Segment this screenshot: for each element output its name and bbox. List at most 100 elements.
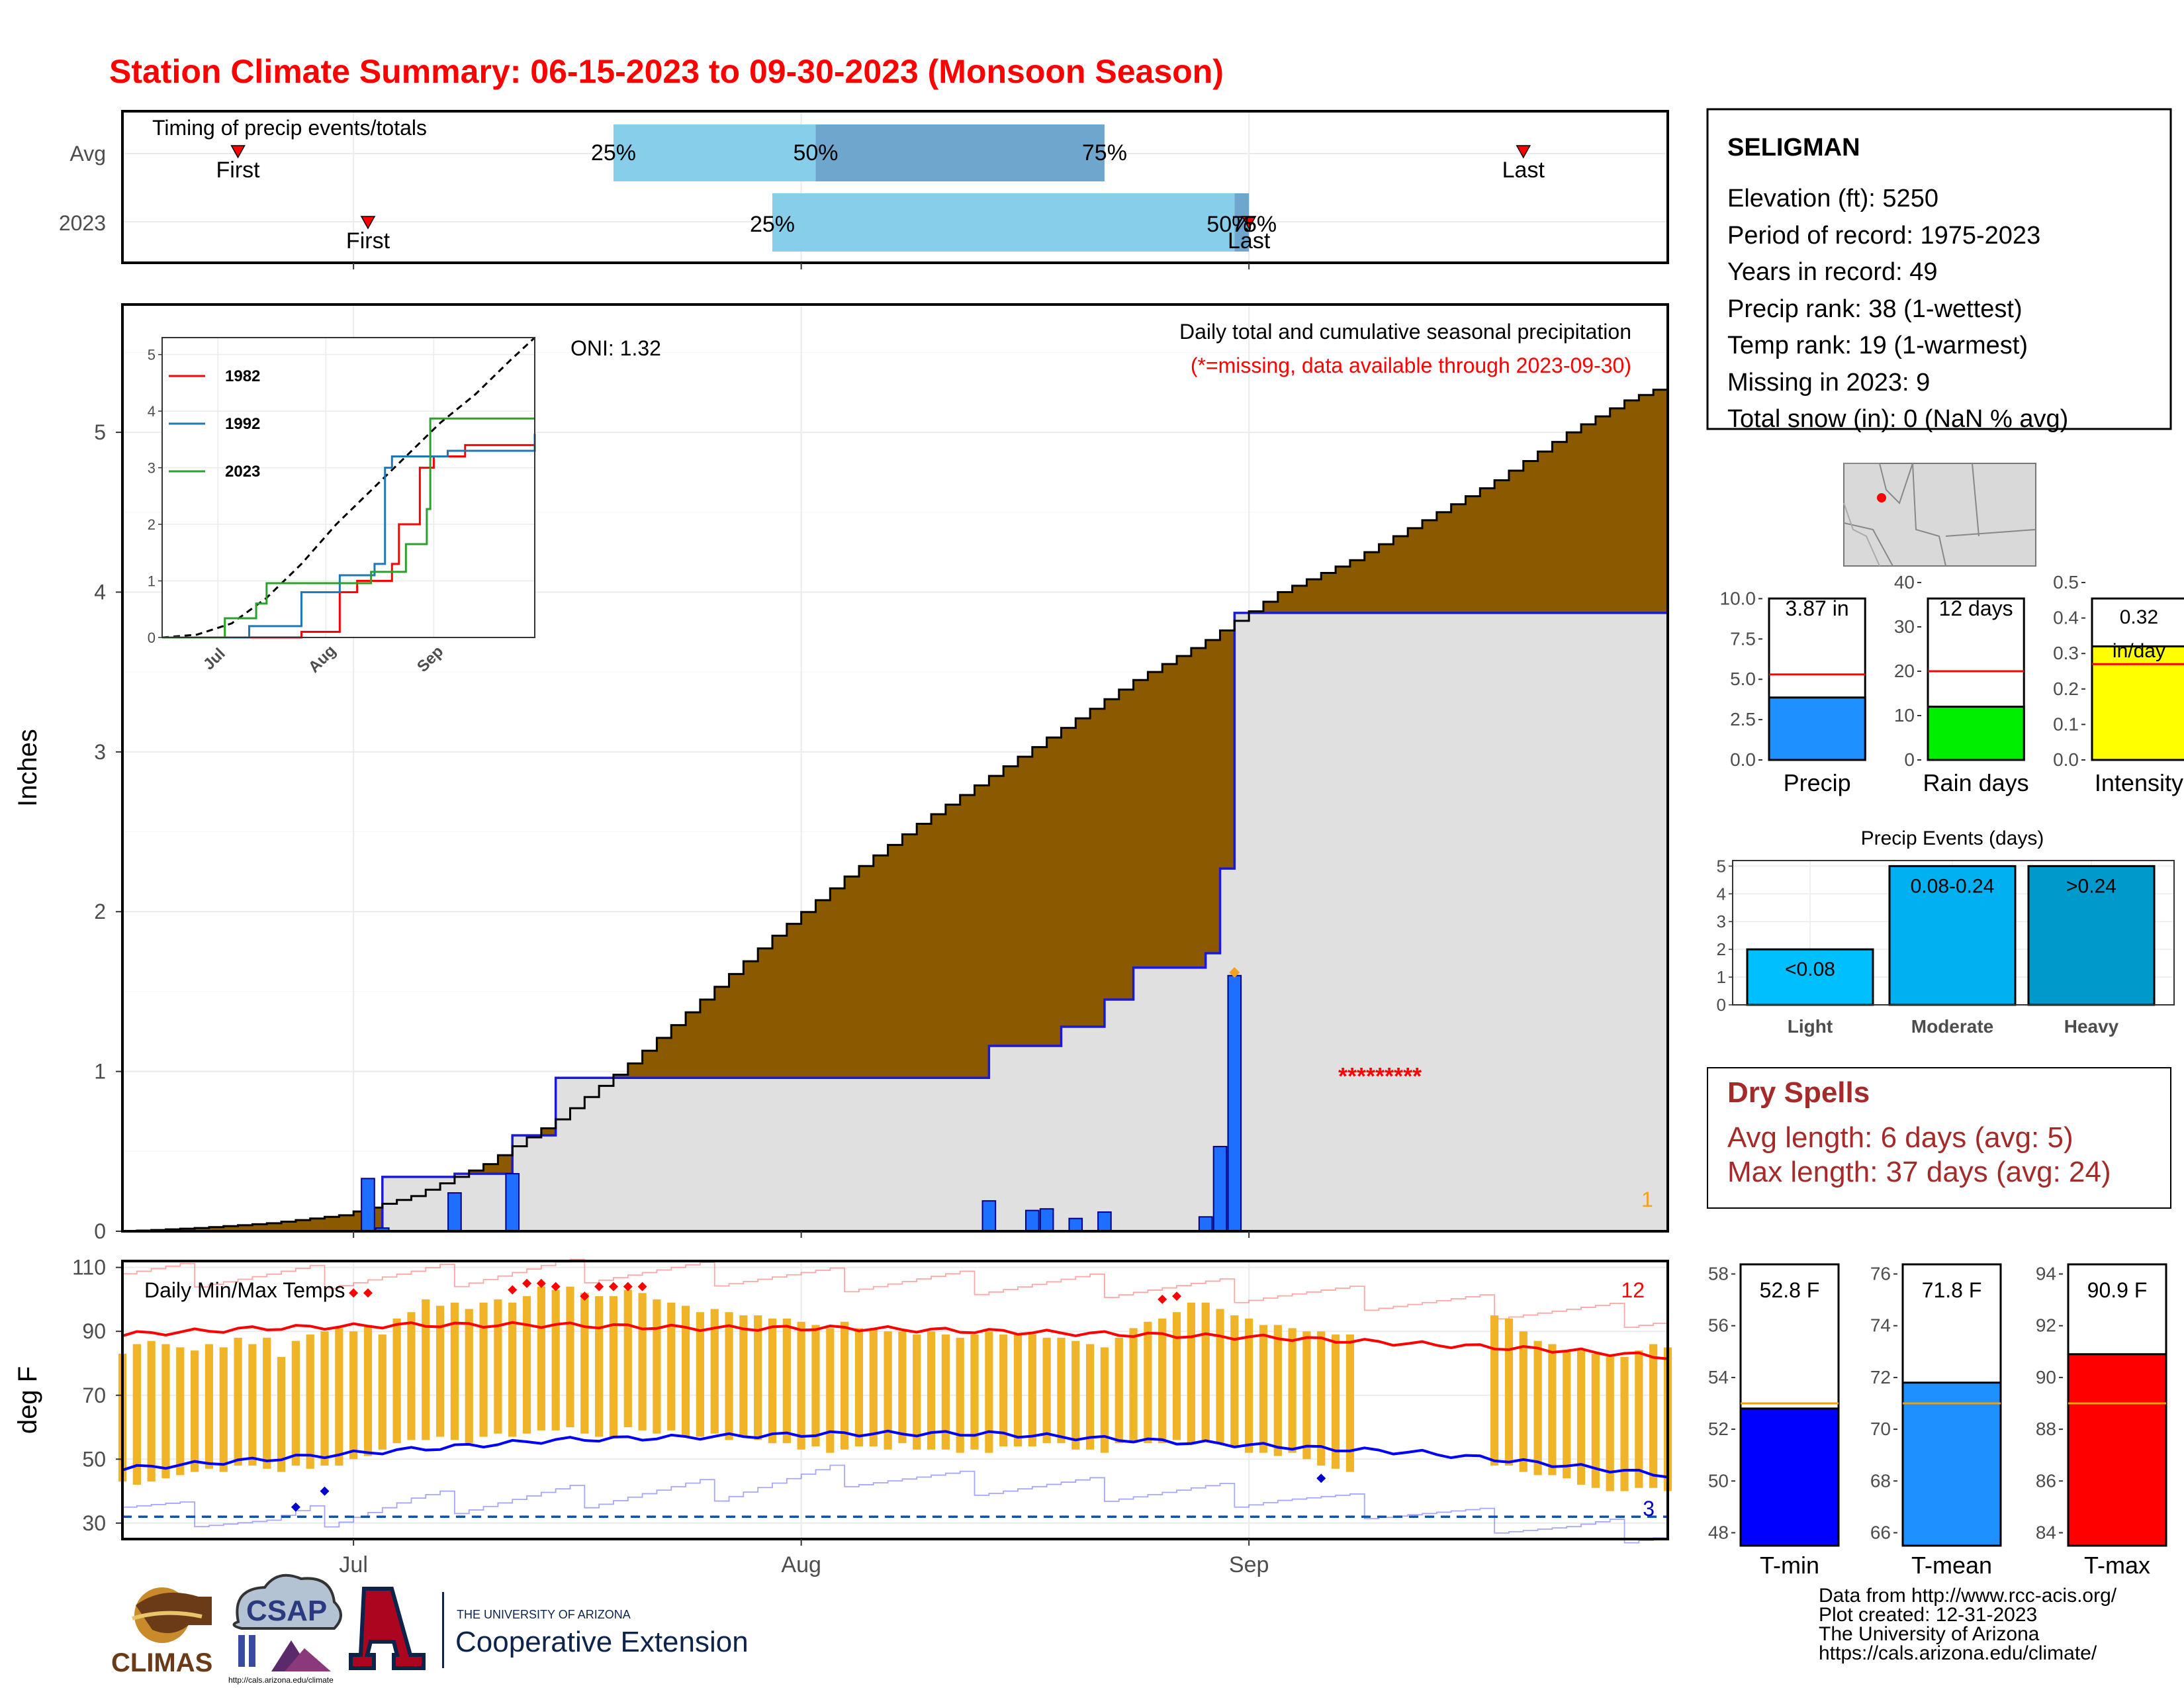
ua-name: THE UNIVERSITY OF ARIZONA <box>457 1608 631 1621</box>
temps-title: Daily Min/Max Temps <box>144 1278 345 1302</box>
daily-temp-bar <box>1057 1337 1066 1444</box>
station-location-dot <box>1877 493 1886 502</box>
station-elevation: Elevation (ft): 5250 <box>1727 185 1938 212</box>
daily-temp-bar <box>913 1335 921 1450</box>
daily-temp-bar <box>1331 1335 1340 1469</box>
inset-ytick: 3 <box>148 460 156 477</box>
avg-tmax-line <box>122 1321 1668 1360</box>
credit-university: The University of Arizona <box>1819 1623 2040 1645</box>
daily-temp-bar <box>465 1309 473 1444</box>
csap-logo-text: CSAP <box>246 1595 327 1627</box>
daily-temp-bar <box>1245 1318 1253 1453</box>
tempbar-ytick-1: 72 <box>1870 1367 1891 1387</box>
avg-last-label: Last <box>1502 158 1545 183</box>
tempbar-value-0: 52.8 F <box>1760 1278 1820 1302</box>
summary-ytick-0: 2.5 <box>1730 709 1756 729</box>
tempbar-value-2: 90.9 F <box>2087 1278 2148 1302</box>
avg-q75-label: 75% <box>1082 140 1127 165</box>
oni-label: ONI: 1.32 <box>570 336 661 360</box>
daily-temp-bar <box>1129 1328 1138 1444</box>
daily-temp-bar <box>841 1321 849 1450</box>
daily-temp-bar <box>1317 1331 1326 1466</box>
obs-q50-label: 50% <box>1206 212 1251 237</box>
events-ytick: 4 <box>1717 884 1726 904</box>
avg-tmin-line <box>122 1429 1668 1479</box>
daily-precip-bar <box>1198 1216 1213 1233</box>
daily-precip-bar <box>1212 1146 1228 1233</box>
record-low-marker <box>320 1486 330 1496</box>
daily-temp-bar <box>1576 1350 1586 1485</box>
daily-temp-bar <box>1288 1328 1297 1453</box>
avg-first-marker <box>230 145 246 159</box>
temps-ylabel: deg F <box>13 1366 42 1434</box>
avg-q50-label: 50% <box>793 140 838 165</box>
daily-temp-bar <box>1013 1335 1023 1446</box>
daily-temp-bar <box>1100 1347 1109 1453</box>
events-title: Precip Events (days) <box>1861 827 2044 849</box>
daily-temp-bar <box>363 1325 373 1456</box>
daily-temp-bar <box>1273 1325 1282 1456</box>
dry-spells-max: Max length: 37 days (avg: 24) <box>1727 1156 2111 1188</box>
record-high-marker <box>551 1282 561 1291</box>
inset-ytick: 5 <box>148 347 156 363</box>
daily-temp-bar <box>1158 1318 1167 1444</box>
daily-temp-bar <box>435 1305 445 1437</box>
temps-ytick: 90 <box>82 1319 106 1343</box>
daily-temp-bar <box>234 1337 242 1466</box>
obs-first-label: First <box>346 228 390 254</box>
daily-temp-bar <box>407 1312 416 1440</box>
summary-value-1: 12 days <box>1939 596 2013 620</box>
obs-last-label: Last <box>1228 228 1271 254</box>
tempbar-ytick-0: 56 <box>1708 1315 1729 1336</box>
precip-panel: Daily total and cumulative seasonal prec… <box>13 303 1669 1243</box>
daily-temp-bar <box>522 1296 531 1434</box>
record-low-count: 3 <box>1643 1497 1655 1521</box>
daily-temp-bar <box>884 1331 892 1450</box>
daily-precip-bar <box>1097 1211 1112 1232</box>
precip-note-2: (*=missing, data available through 2023-… <box>1191 353 1631 377</box>
precip-ytick: 1 <box>94 1060 106 1084</box>
daily-precip-bar <box>1227 974 1242 1232</box>
daily-temp-bar <box>1115 1337 1123 1444</box>
daily-temp-bar <box>782 1318 791 1444</box>
events-ytick: 3 <box>1717 912 1726 931</box>
daily-temp-bar <box>739 1315 748 1437</box>
record-high-marker <box>623 1282 633 1291</box>
daily-temp-bar <box>1533 1340 1542 1476</box>
daily-temp-bar <box>508 1302 517 1437</box>
inset-legend-label-1992: 1992 <box>225 415 260 433</box>
daily-temp-bar <box>811 1325 820 1446</box>
tempbar-obs-1 <box>1901 1382 2002 1547</box>
summary-value-unit-2: in/day <box>2113 640 2165 662</box>
tempbar-ytick-0: 54 <box>1708 1367 1729 1387</box>
daily-precip-bar <box>361 1178 375 1233</box>
precip-ytick: 3 <box>94 740 106 764</box>
record-high-marker <box>594 1282 604 1291</box>
daily-precip-bar <box>1024 1209 1040 1233</box>
xaxis-month-label: Jul <box>339 1552 367 1577</box>
daily-temp-bar <box>1519 1331 1527 1472</box>
xaxis-month-label: Sep <box>1229 1552 1269 1577</box>
avg-last-marker <box>1516 145 1531 159</box>
daily-temp-bar <box>580 1293 589 1434</box>
tempbar-ytick-1: 70 <box>1870 1419 1891 1439</box>
record-high-marker <box>608 1282 618 1291</box>
csap-url: http://cals.arizona.edu/climate <box>228 1675 334 1685</box>
daily-temp-bar <box>1504 1318 1514 1466</box>
daily-temp-bar <box>291 1340 300 1466</box>
summary-ytick-2: 0.0 <box>2053 749 2079 770</box>
summary-ytick-0: 5.0 <box>1730 669 1756 689</box>
summary-ytick-2: 0.5 <box>2053 572 2079 592</box>
tempbar-label-1: T-mean <box>1911 1552 1992 1579</box>
daily-temp-bar <box>1620 1356 1629 1491</box>
inset-ytick: 2 <box>148 516 156 533</box>
temps-ytick: 50 <box>82 1447 106 1471</box>
precip-ylabel: Inches <box>13 729 42 807</box>
daily-temp-bar <box>1591 1354 1600 1488</box>
precip-ytick: 2 <box>94 900 106 923</box>
record-low-marker <box>291 1502 300 1512</box>
record-high-marker <box>1172 1291 1182 1301</box>
tempbar-ytick-1: 74 <box>1870 1315 1891 1336</box>
